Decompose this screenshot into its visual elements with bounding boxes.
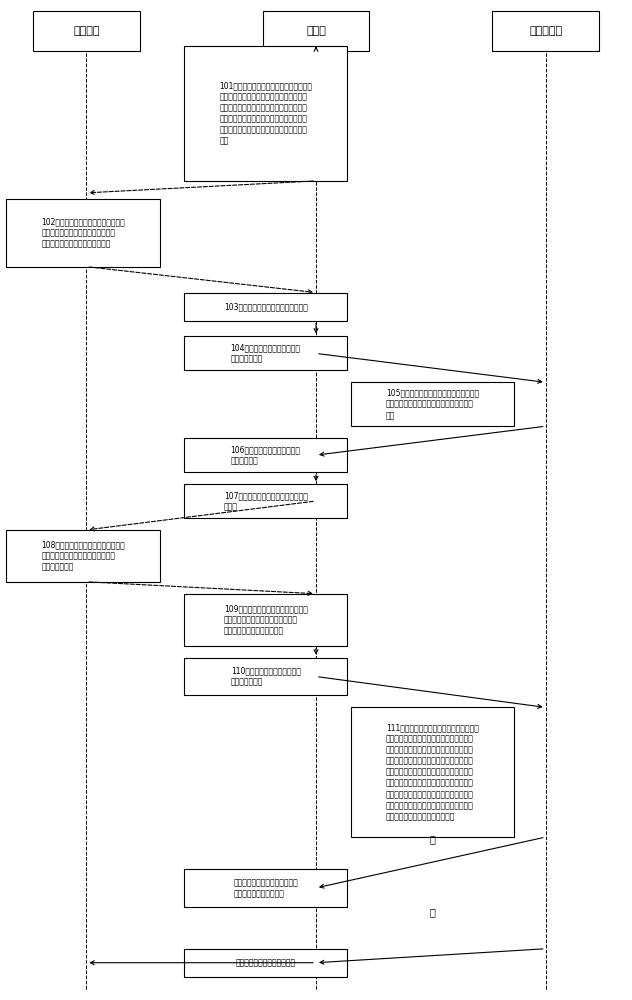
Bar bbox=[6, 530, 160, 582]
Bar bbox=[262, 11, 370, 51]
Bar bbox=[184, 46, 348, 181]
Text: 102：接收用户输入的第一签名数据，
对所述第一签名数据进行计算，得到
第一签名值，并在动态令牌上显示: 102：接收用户输入的第一签名数据， 对所述第一签名数据进行计算，得到 第一签名… bbox=[41, 217, 125, 248]
Text: 认证服务器执行批量数据处理，
将处理结果返回给客户端: 认证服务器执行批量数据处理， 将处理结果返回给客户端 bbox=[233, 878, 298, 898]
Bar bbox=[184, 438, 348, 472]
Text: 106：认证服务器将所述挑战值
返回给客户端: 106：认证服务器将所述挑战值 返回给客户端 bbox=[231, 445, 301, 465]
Bar bbox=[184, 594, 348, 646]
Text: 客户端: 客户端 bbox=[306, 26, 326, 36]
Bar bbox=[184, 949, 348, 977]
Bar bbox=[351, 707, 514, 837]
Bar bbox=[184, 484, 348, 518]
Text: 103：接收用户输入的所述第一签名值: 103：接收用户输入的所述第一签名值 bbox=[224, 302, 308, 311]
Bar bbox=[351, 382, 514, 426]
Text: 108：接收用户输入的所述挑战值，对
所述挑战值进行计算，生成应答值，
显示所述应答值: 108：接收用户输入的所述挑战值，对 所述挑战值进行计算，生成应答值， 显示所述… bbox=[41, 540, 125, 571]
Text: 105：根据接收到的所述获取挑战值请求，
生成挑战值，将所述挑战值保存在预设存储
区中: 105：根据接收到的所述获取挑战值请求， 生成挑战值，将所述挑战值保存在预设存储… bbox=[386, 389, 479, 420]
Text: 向客户端返回认证失败的响应: 向客户端返回认证失败的响应 bbox=[236, 958, 296, 967]
Bar bbox=[184, 336, 348, 370]
Bar bbox=[184, 658, 348, 695]
Text: 认证服务器: 认证服务器 bbox=[529, 26, 562, 36]
Text: 101：接收根据用户输入的数据生成的批量
数据文件，获取所述批量数据文件中的第一
关键数据，对所述第一关键数据进行计算，
生成第一摘要值，对所述第一摘要值进行处: 101：接收根据用户输入的数据生成的批量 数据文件，获取所述批量数据文件中的第一… bbox=[219, 81, 312, 146]
Bar bbox=[6, 199, 160, 267]
Text: 动态令牌: 动态令牌 bbox=[73, 26, 100, 36]
Bar bbox=[33, 11, 140, 51]
Bar bbox=[184, 869, 348, 907]
Text: 是: 是 bbox=[430, 834, 435, 844]
Text: 109：接收用户输入的应答值，根据所
述应答值对所述批量数据文件和第一
签名值进行加密得到加密结果: 109：接收用户输入的应答值，根据所 述应答值对所述批量数据文件和第一 签名值进… bbox=[224, 604, 308, 635]
Text: 110：客户端将所述加密结果发
送给认证服务器: 110：客户端将所述加密结果发 送给认证服务器 bbox=[231, 666, 301, 687]
Text: 否: 否 bbox=[430, 907, 435, 917]
Text: 104：客户端向认证服务器发送
获取挑战值请求: 104：客户端向认证服务器发送 获取挑战值请求 bbox=[231, 343, 301, 363]
Text: 107：接收到所述挑战值后，显示所述
挑战值: 107：接收到所述挑战值后，显示所述 挑战值 bbox=[224, 491, 308, 511]
Text: 111：从所述预设存储区中获取所述挑战值
，对挑战值计算生成响应值，应用所述响应
值对所述加密结果进行解密，得到解密结果
，从解密结果中获取解密文件和解密数据，: 111：从所述预设存储区中获取所述挑战值 ，对挑战值计算生成响应值，应用所述响应… bbox=[386, 723, 479, 821]
Bar bbox=[184, 293, 348, 320]
Bar bbox=[492, 11, 599, 51]
